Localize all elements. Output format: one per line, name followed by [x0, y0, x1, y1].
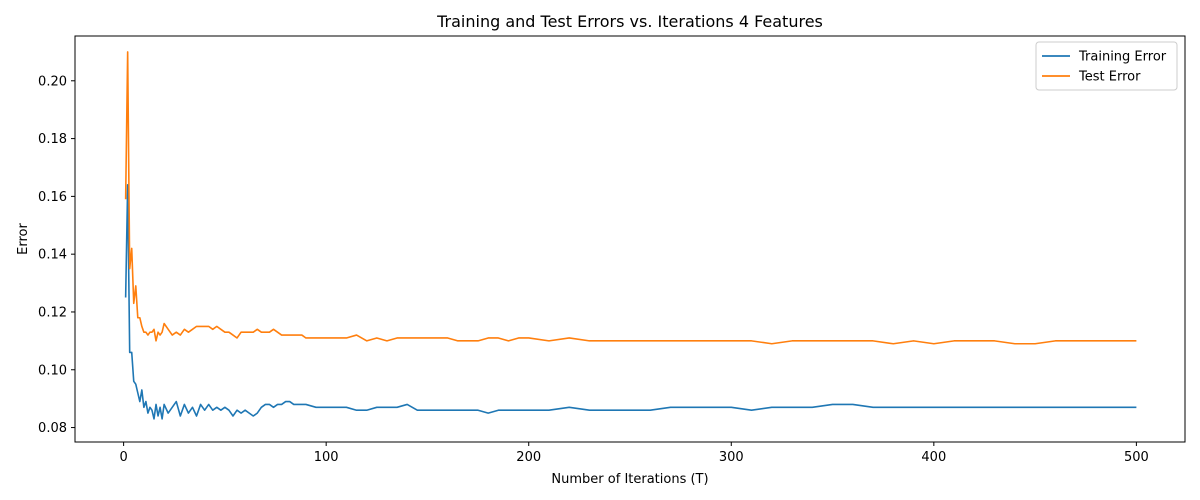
legend-box [1035, 41, 1178, 91]
y-tick-label: 0.14 [38, 248, 67, 263]
legend-label-0: Training Error [1078, 50, 1167, 65]
y-tick-label: 0.08 [38, 421, 67, 436]
x-tick-label: 200 [516, 450, 541, 465]
y-tick-label: 0.20 [38, 74, 67, 89]
y-tick-label: 0.12 [38, 305, 67, 320]
y-tick-label: 0.10 [38, 363, 67, 378]
y-tick-label: 0.18 [38, 132, 67, 147]
plot-area: 0 100 200 300 400 500 0.08 0.10 0.12 0.14 0.16 0.1… [38, 35, 1186, 465]
y-axis-label: Error [16, 223, 31, 255]
legend-label-1: Test Error [1078, 70, 1141, 85]
legend: Training Error Test Error [1035, 41, 1178, 91]
x-tick-label: 0 [119, 450, 127, 465]
x-tick-label: 500 [1124, 450, 1149, 465]
x-tick-label: 100 [314, 450, 339, 465]
x-axis: 0 100 200 300 400 500 [119, 442, 1149, 465]
y-tick-label: 0.16 [38, 190, 67, 205]
y-axis: 0.08 0.10 0.12 0.14 0.16 0.18 0.20 [38, 74, 75, 436]
x-tick-label: 400 [921, 450, 946, 465]
series-line-0 [124, 184, 1137, 420]
chart-title: Training and Test Errors vs. Iterations … [436, 12, 823, 31]
series-line-1 [124, 51, 1137, 345]
x-tick-label: 300 [719, 450, 744, 465]
series-layer [124, 51, 1137, 420]
axes-frame [74, 35, 1186, 443]
x-axis-label: Number of Iterations (T) [551, 472, 708, 487]
